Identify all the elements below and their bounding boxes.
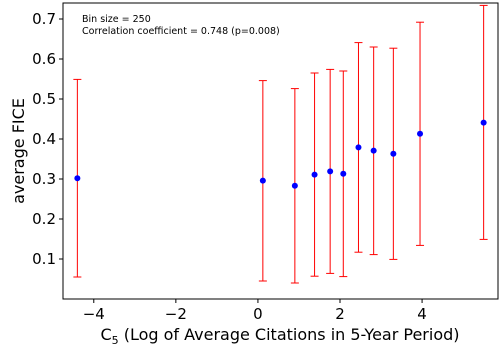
data-point-group — [310, 72, 319, 277]
data-point-group — [326, 68, 335, 274]
x-axis-label-symbol: C — [100, 325, 111, 344]
tick-layer: −4 −2 0 2 4 0.1 0.2 0.3 0.4 0.5 0.6 0.7 — [32, 10, 427, 323]
data-point — [480, 119, 487, 126]
data-point-group — [416, 21, 425, 246]
plot-layer — [73, 4, 488, 284]
y-tick-label: 0.6 — [32, 50, 56, 68]
data-point-group — [479, 4, 488, 240]
data-point — [370, 147, 377, 154]
data-point — [291, 182, 298, 189]
y-tick-label: 0.2 — [32, 210, 56, 228]
x-tick-label: 0 — [253, 305, 263, 323]
correlation-annotation: Correlation coefficient = 0.748 (p=0.008… — [82, 26, 280, 37]
data-point-group — [389, 47, 398, 260]
data-point — [355, 144, 362, 151]
data-point-group — [290, 88, 299, 284]
data-point — [259, 177, 266, 184]
data-point-group — [354, 42, 363, 253]
x-axis-label: C5 (Log of Average Citations in 5-Year P… — [100, 325, 459, 347]
data-point-group — [258, 80, 267, 282]
y-tick-label: 0.7 — [32, 10, 56, 28]
x-tick-label: 2 — [335, 305, 345, 323]
data-point — [311, 171, 318, 178]
x-axis-label-subscript: 5 — [112, 334, 119, 347]
y-tick-label: 0.1 — [32, 250, 56, 268]
x-tick-label: 4 — [417, 305, 427, 323]
y-axis-label: average FICE — [9, 98, 28, 204]
y-tick-label: 0.3 — [32, 170, 56, 188]
y-tick-label: 0.5 — [32, 90, 56, 108]
data-point — [327, 168, 334, 175]
bin-size-annotation: Bin size = 250 — [82, 14, 151, 25]
x-tick-label: −2 — [165, 305, 187, 323]
data-point — [390, 150, 397, 157]
data-point-group — [339, 70, 348, 278]
data-point-group — [369, 46, 378, 256]
data-point-group — [73, 78, 82, 278]
data-point — [417, 130, 424, 137]
y-tick-label: 0.4 — [32, 130, 56, 148]
x-tick-label: −4 — [83, 305, 105, 323]
data-point — [340, 170, 347, 177]
data-point — [74, 175, 81, 182]
x-axis-label-text: (Log of Average Citations in 5-Year Peri… — [119, 325, 460, 344]
axes-frame — [62, 2, 499, 300]
annotation-layer: Bin size = 250 Correlation coefficient =… — [82, 14, 280, 37]
